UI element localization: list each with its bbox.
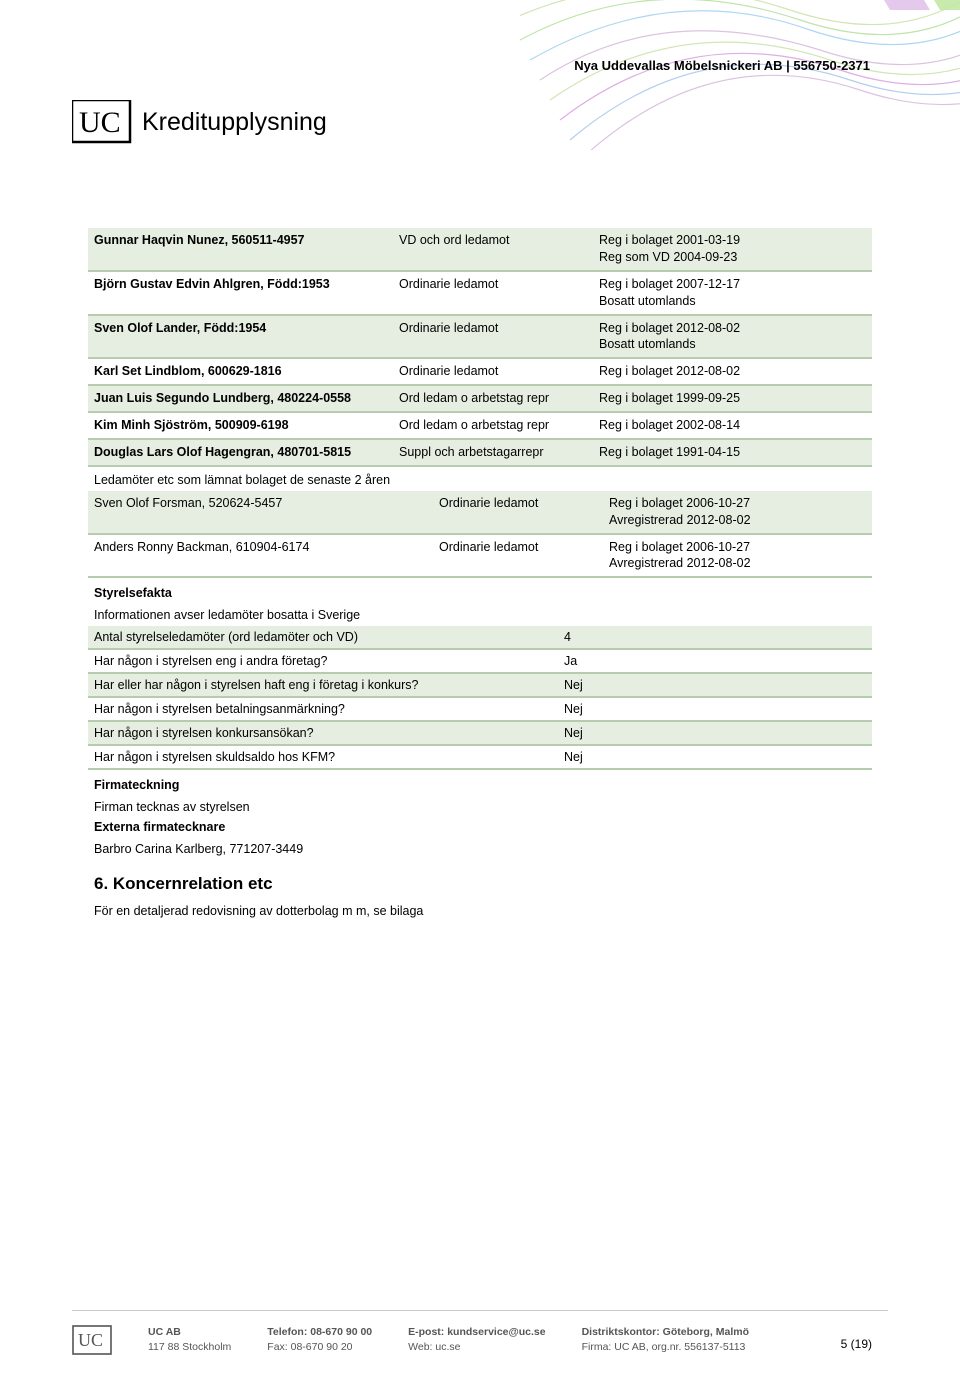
- fact-row: Har eller har någon i styrelsen haft eng…: [88, 674, 872, 698]
- fact-row: Har någon i styrelsen eng i andra företa…: [88, 650, 872, 674]
- svg-text:UC: UC: [79, 106, 121, 139]
- svg-text:UC: UC: [78, 1330, 103, 1350]
- main-content: Gunnar Haqvin Nunez, 560511-4957VD och o…: [88, 228, 872, 922]
- member-role: Ordinarie ledamot: [399, 363, 599, 380]
- fact-label: Har eller har någon i styrelsen haft eng…: [94, 678, 564, 692]
- board-member-row: Gunnar Haqvin Nunez, 560511-4957VD och o…: [88, 228, 872, 272]
- member-info: Reg i bolaget 2012-08-02: [599, 363, 866, 380]
- fact-value: Nej: [564, 750, 866, 764]
- member-name: Karl Set Lindblom, 600629-1816: [94, 363, 399, 380]
- former-members-heading: Ledamöter etc som lämnat bolaget de sena…: [88, 467, 872, 491]
- former-info: Reg i bolaget 2006-10-27 Avregistrerad 2…: [609, 495, 866, 529]
- footer-col-district: Distriktskontor: Göteborg, Malmö Firma: …: [582, 1325, 749, 1355]
- footer-col-phone: Telefon: 08-670 90 00 Fax: 08-670 90 20: [267, 1325, 372, 1355]
- member-role: Ord ledam o arbetstag repr: [399, 390, 599, 407]
- member-role: Ordinarie ledamot: [399, 276, 599, 310]
- former-name: Sven Olof Forsman, 520624-5457: [94, 495, 439, 529]
- member-info: Reg i bolaget 2007-12-17 Bosatt utomland…: [599, 276, 866, 310]
- member-info: Reg i bolaget 2001-03-19 Reg som VD 2004…: [599, 232, 866, 266]
- page-number: 5 (19): [841, 1337, 872, 1351]
- fact-label: Har någon i styrelsen eng i andra företa…: [94, 654, 564, 668]
- brand-logo: UC Kreditupplysning: [72, 100, 402, 146]
- fact-row: Antal styrelseledamöter (ord ledamöter o…: [88, 626, 872, 650]
- former-role: Ordinarie ledamot: [439, 495, 609, 529]
- logo-word: Kreditupplysning: [142, 108, 327, 136]
- fact-row: Har någon i styrelsen konkursansökan?Nej: [88, 722, 872, 746]
- board-member-row: Juan Luis Segundo Lundberg, 480224-0558O…: [88, 386, 872, 413]
- footer-col-address: UC AB 117 88 Stockholm: [148, 1325, 231, 1355]
- styrelsefakta-intro: Informationen avser ledamöter bosatta i …: [88, 604, 872, 626]
- header-decoration: [520, 0, 960, 150]
- fact-label: Har någon i styrelsen skuldsaldo hos KFM…: [94, 750, 564, 764]
- page-footer: UC UC AB 117 88 Stockholm Telefon: 08-67…: [72, 1310, 888, 1355]
- member-info: Reg i bolaget 2012-08-02 Bosatt utomland…: [599, 320, 866, 354]
- footer-firma: Firma: UC AB, org.nr. 556137-5113: [582, 1340, 749, 1355]
- member-info: Reg i bolaget 2002-08-14: [599, 417, 866, 434]
- firmateckning-line: Firman tecknas av styrelsen: [88, 796, 872, 818]
- footer-company: UC AB: [148, 1325, 231, 1340]
- fact-row: Har någon i styrelsen skuldsaldo hos KFM…: [88, 746, 872, 770]
- member-name: Björn Gustav Edvin Ahlgren, Född:1953: [94, 276, 399, 310]
- member-name: Juan Luis Segundo Lundberg, 480224-0558: [94, 390, 399, 407]
- former-role: Ordinarie ledamot: [439, 539, 609, 573]
- board-member-row: Karl Set Lindblom, 600629-1816Ordinarie …: [88, 359, 872, 386]
- fact-label: Har någon i styrelsen konkursansökan?: [94, 726, 564, 740]
- fact-label: Antal styrelseledamöter (ord ledamöter o…: [94, 630, 564, 644]
- fact-label: Har någon i styrelsen betalningsanmärkni…: [94, 702, 564, 716]
- fact-value: Nej: [564, 702, 866, 716]
- former-member-row: Anders Ronny Backman, 610904-6174Ordinar…: [88, 535, 872, 579]
- member-name: Sven Olof Lander, Född:1954: [94, 320, 399, 354]
- member-role: Ordinarie ledamot: [399, 320, 599, 354]
- styrelsefakta-heading: Styrelsefakta: [88, 578, 872, 604]
- section-6-heading: 6. Koncernrelation etc: [88, 860, 872, 900]
- footer-phone: Telefon: 08-670 90 00: [267, 1325, 372, 1340]
- member-info: Reg i bolaget 1991-04-15: [599, 444, 866, 461]
- fact-value: Nej: [564, 726, 866, 740]
- board-member-row: Kim Minh Sjöström, 500909-6198Ord ledam …: [88, 413, 872, 440]
- former-name: Anders Ronny Backman, 610904-6174: [94, 539, 439, 573]
- member-info: Reg i bolaget 1999-09-25: [599, 390, 866, 407]
- board-member-row: Sven Olof Lander, Född:1954Ordinarie led…: [88, 316, 872, 360]
- footer-district: Distriktskontor: Göteborg, Malmö: [582, 1325, 749, 1340]
- fact-value: Nej: [564, 678, 866, 692]
- member-name: Gunnar Haqvin Nunez, 560511-4957: [94, 232, 399, 266]
- externa-name: Barbro Carina Karlberg, 771207-3449: [88, 838, 872, 860]
- fact-value: Ja: [564, 654, 866, 668]
- member-role: Ord ledam o arbetstag repr: [399, 417, 599, 434]
- member-name: Kim Minh Sjöström, 500909-6198: [94, 417, 399, 434]
- board-member-row: Douglas Lars Olof Hagengran, 480701-5815…: [88, 440, 872, 467]
- former-info: Reg i bolaget 2006-10-27 Avregistrerad 2…: [609, 539, 866, 573]
- fact-value: 4: [564, 630, 866, 644]
- footer-logo: UC: [72, 1325, 112, 1355]
- fact-row: Har någon i styrelsen betalningsanmärkni…: [88, 698, 872, 722]
- externa-heading: Externa firmatecknare: [88, 818, 872, 838]
- company-name-orgnr: Nya Uddevallas Möbelsnickeri AB | 556750…: [574, 58, 870, 73]
- member-role: VD och ord ledamot: [399, 232, 599, 266]
- member-name: Douglas Lars Olof Hagengran, 480701-5815: [94, 444, 399, 461]
- board-member-row: Björn Gustav Edvin Ahlgren, Född:1953Ord…: [88, 272, 872, 316]
- firmateckning-heading: Firmateckning: [88, 770, 872, 796]
- section-6-line: För en detaljerad redovisning av dotterb…: [88, 900, 872, 922]
- footer-web: Web: uc.se: [408, 1340, 545, 1355]
- footer-email: E-post: kundservice@uc.se: [408, 1325, 545, 1340]
- former-member-row: Sven Olof Forsman, 520624-5457Ordinarie …: [88, 491, 872, 535]
- footer-fax: Fax: 08-670 90 20: [267, 1340, 372, 1355]
- member-role: Suppl och arbetstagarrepr: [399, 444, 599, 461]
- footer-col-email: E-post: kundservice@uc.se Web: uc.se: [408, 1325, 545, 1355]
- footer-address: 117 88 Stockholm: [148, 1340, 231, 1355]
